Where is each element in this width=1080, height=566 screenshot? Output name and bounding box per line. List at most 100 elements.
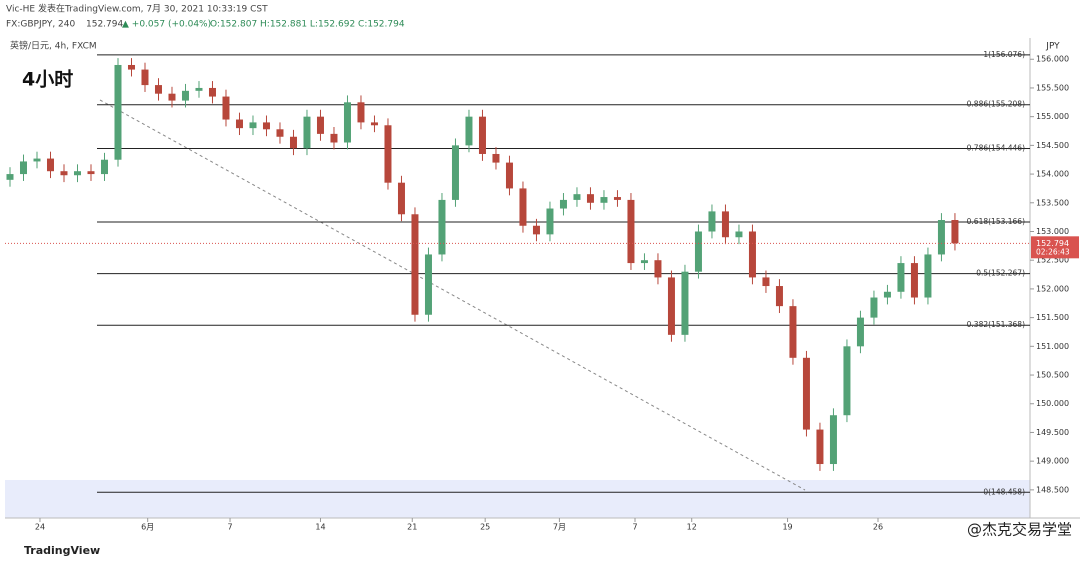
candle-body [829, 415, 837, 465]
candle-body [397, 182, 405, 215]
candle-body [775, 286, 783, 307]
candle-body [46, 158, 54, 172]
candle-body [114, 64, 122, 160]
candle-body [141, 69, 149, 86]
brand: TradingView [24, 544, 100, 557]
y-tick-label: 156.000 [1036, 55, 1069, 64]
candle-body [384, 125, 392, 183]
candle-body [505, 162, 513, 189]
candle-body [870, 297, 878, 318]
candle-body [802, 357, 810, 430]
y-tick-label: 153.500 [1036, 198, 1069, 207]
candle-body [343, 102, 351, 143]
y-tick-label: 152.500 [1036, 256, 1069, 265]
candle-body [586, 194, 594, 203]
candle-body [289, 136, 297, 149]
candle-body [168, 93, 176, 101]
candle-body [478, 116, 486, 154]
candle-body [33, 158, 41, 162]
candle-body [559, 199, 567, 209]
candle-body [843, 346, 851, 416]
candle-body [316, 116, 324, 134]
candle-body [127, 64, 135, 70]
price: 152.794 [86, 20, 123, 30]
ohlc: O:152.807 H:152.881 L:152.692 C:152.794 [210, 20, 405, 30]
candle-body [60, 171, 68, 176]
author-line: Vic-HE 发表在TradingView.com, 7月 30, 2021 1… [6, 3, 268, 15]
candle-body [573, 194, 581, 200]
candle-body [937, 220, 945, 255]
y-tick-label: 154.500 [1036, 141, 1069, 150]
candle-body [411, 214, 419, 315]
candle-body [640, 260, 648, 264]
fib-label: 0.5(152.267) [976, 269, 1025, 278]
x-tick-label: 21 [407, 523, 417, 532]
candle-body [856, 317, 864, 347]
candle-body [816, 429, 824, 465]
candle-body [735, 231, 743, 238]
x-tick-label: 19 [782, 523, 792, 532]
x-tick-label: 12 [687, 523, 697, 532]
y-tick-label: 152.000 [1036, 284, 1069, 293]
candle-body [910, 263, 918, 298]
currency: JPY [1045, 42, 1060, 52]
candle-body [748, 231, 756, 278]
candle-body [897, 263, 905, 292]
candle-body [600, 197, 608, 203]
candle-body [924, 254, 932, 298]
x-tick-label: 14 [315, 523, 325, 532]
x-tick-label: 7月 [553, 523, 566, 532]
y-tick-label: 150.500 [1036, 371, 1069, 380]
candle-body [708, 211, 716, 232]
candle-body [195, 87, 203, 91]
candle-body [6, 174, 14, 180]
symbol: FX:GBPJPY, 240 [6, 20, 76, 30]
x-tick-label: 26 [873, 523, 883, 532]
candle-body [532, 225, 540, 235]
candle-body [492, 153, 500, 163]
candle-body [249, 122, 257, 129]
fib-label: 0(148.458) [983, 487, 1025, 496]
y-tick-label: 155.500 [1036, 83, 1069, 92]
x-tick-label: 6月 [141, 523, 154, 532]
y-tick-label: 149.000 [1036, 457, 1069, 466]
fib-label: 1(156.076) [983, 50, 1025, 59]
fib-label: 0.618(153.166) [967, 217, 1025, 226]
candle-body [951, 220, 959, 244]
trend-line [99, 99, 806, 491]
candle-body [303, 116, 311, 149]
candle-body [424, 254, 432, 315]
candle-body [87, 171, 95, 175]
y-tick-label: 151.000 [1036, 342, 1069, 351]
candle-body [451, 145, 459, 200]
y-tick-label: 155.000 [1036, 112, 1069, 121]
candle-body [883, 291, 891, 298]
candle-body [465, 116, 473, 146]
change: ▲ +0.057 (+0.04%) [122, 20, 211, 30]
candle-body [100, 159, 108, 175]
candle-body [276, 129, 284, 137]
countdown: 02:26:43 [1036, 247, 1070, 256]
candle-body [154, 85, 162, 94]
candle-body [330, 133, 338, 143]
candle-body [73, 171, 81, 176]
last-price-box [1031, 236, 1079, 259]
zone-highlight [5, 480, 1030, 518]
x-tick-label: 7 [227, 523, 232, 532]
y-tick-label: 148.500 [1036, 485, 1069, 494]
candle-body [721, 211, 729, 238]
candle-body [438, 199, 446, 255]
y-tick-label: 149.500 [1036, 428, 1069, 437]
x-tick-label: 25 [480, 523, 490, 532]
candle-body [181, 90, 189, 101]
candle-body [519, 188, 527, 226]
fib-label: 0.786(154.446) [967, 143, 1025, 152]
candle-body [627, 199, 635, 264]
fib-label: 0.886(155.208) [967, 100, 1025, 109]
candle-body [262, 122, 270, 130]
candle-body [370, 122, 378, 126]
candle-body [357, 102, 365, 123]
last-price-label: 152.794 [1036, 239, 1069, 248]
fib-label: 0.382(151.368) [967, 320, 1025, 329]
